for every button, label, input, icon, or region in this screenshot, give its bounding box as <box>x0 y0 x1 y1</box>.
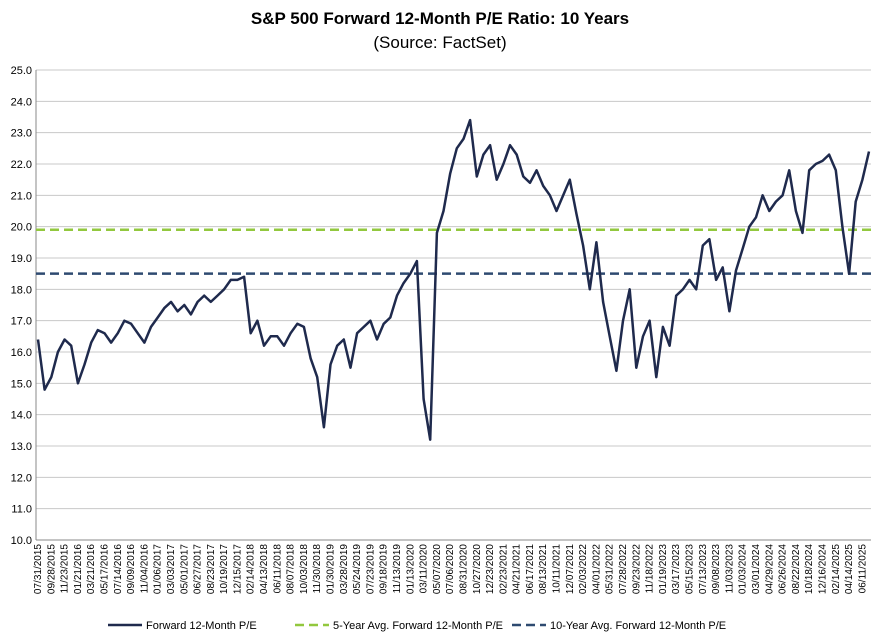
x-tick-label: 09/18/2019 <box>379 544 390 594</box>
x-tick-label: 02/14/2025 <box>831 544 842 594</box>
x-tick-label: 08/22/2024 <box>791 544 802 594</box>
y-tick-label: 18.0 <box>11 284 32 296</box>
x-tick-label: 04/21/2021 <box>512 544 523 594</box>
x-tick-label: 04/01/2022 <box>591 544 602 594</box>
x-tick-label: 01/19/2023 <box>658 544 669 594</box>
x-tick-label: 12/15/2017 <box>232 544 243 594</box>
x-tick-label: 07/06/2020 <box>445 544 456 594</box>
x-tick-label: 01/30/2019 <box>326 544 337 594</box>
x-tick-label: 02/23/2021 <box>498 544 509 594</box>
x-tick-label: 09/08/2023 <box>711 544 722 594</box>
y-tick-label: 11.0 <box>11 504 32 516</box>
y-tick-label: 16.0 <box>11 347 32 359</box>
x-tick-label: 09/09/2016 <box>126 544 137 594</box>
y-tick-label: 24.0 <box>11 96 32 108</box>
y-tick-label: 12.0 <box>11 472 32 484</box>
y-tick-label: 15.0 <box>11 378 32 390</box>
x-tick-label: 05/24/2019 <box>352 544 363 594</box>
legend-label: 5-Year Avg. Forward 12-Month P/E <box>333 620 503 632</box>
x-tick-label: 11/13/2019 <box>392 544 403 594</box>
x-tick-label: 03/11/2020 <box>419 544 430 594</box>
x-tick-label: 10/11/2021 <box>552 544 563 594</box>
x-tick-label: 07/13/2023 <box>698 544 709 594</box>
x-tick-label: 07/14/2016 <box>113 544 124 594</box>
data-line <box>36 118 871 441</box>
x-tick-label: 04/13/2018 <box>259 544 270 594</box>
x-tick-label: 11/30/2018 <box>312 544 323 594</box>
chart-subtitle: (Source: FactSet) <box>373 33 506 52</box>
x-tick-label: 07/28/2022 <box>618 544 629 594</box>
x-tick-label: 03/17/2023 <box>671 544 682 594</box>
x-tick-label: 12/23/2020 <box>485 544 496 594</box>
x-tick-label: 03/21/2016 <box>86 544 97 594</box>
x-tick-label: 08/07/2018 <box>286 544 297 594</box>
y-tick-label: 14.0 <box>11 410 32 422</box>
x-tick-label: 12/16/2024 <box>817 544 828 594</box>
y-tick-label: 17.0 <box>11 316 32 328</box>
x-tick-label: 04/14/2025 <box>844 544 855 594</box>
x-tick-label: 12/07/2021 <box>565 544 576 594</box>
y-tick-label: 19.0 <box>11 253 32 265</box>
y-tick-label: 10.0 <box>11 535 32 547</box>
x-tick-label: 01/03/2024 <box>738 544 749 594</box>
x-tick-label: 03/01/2024 <box>751 544 762 594</box>
x-tick-label: 06/27/2017 <box>193 544 204 594</box>
x-tick-label: 05/31/2022 <box>605 544 616 594</box>
x-tick-label: 06/11/2018 <box>272 544 283 594</box>
chart-title: S&P 500 Forward 12-Month P/E Ratio: 10 Y… <box>251 9 629 28</box>
y-tick-label: 22.0 <box>11 159 32 171</box>
x-tick-label: 03/28/2019 <box>339 544 350 594</box>
x-tick-label: 02/03/2022 <box>578 544 589 594</box>
x-tick-label: 07/23/2019 <box>365 544 376 594</box>
x-tick-label: 10/19/2017 <box>219 544 230 594</box>
x-tick-label: 09/28/2015 <box>46 544 57 594</box>
y-tick-label: 23.0 <box>11 128 32 140</box>
legend-label: Forward 12-Month P/E <box>146 620 257 632</box>
x-tick-label: 03/03/2017 <box>166 544 177 594</box>
x-tick-label: 11/03/2023 <box>724 544 735 594</box>
x-tick-label: 01/06/2017 <box>153 544 164 594</box>
x-tick-label: 08/13/2021 <box>538 544 549 594</box>
x-tick-label: 08/23/2017 <box>206 544 217 594</box>
x-tick-label: 11/23/2015 <box>60 544 71 594</box>
x-tick-label: 04/29/2024 <box>764 544 775 594</box>
x-tick-label: 05/15/2023 <box>685 544 696 594</box>
x-tick-label: 06/26/2024 <box>778 544 789 594</box>
x-tick-label: 10/27/2020 <box>472 544 483 594</box>
x-tick-label: 05/07/2020 <box>432 544 443 594</box>
x-tick-label: 09/23/2022 <box>631 544 642 594</box>
x-tick-label: 01/13/2020 <box>405 544 416 594</box>
legend-label: 10-Year Avg. Forward 12-Month P/E <box>550 620 726 632</box>
y-tick-label: 21.0 <box>11 190 32 202</box>
y-tick-label: 13.0 <box>11 441 32 453</box>
x-tick-label: 05/01/2017 <box>179 544 190 594</box>
x-tick-label: 01/21/2016 <box>73 544 84 594</box>
x-tick-label: 06/17/2021 <box>525 544 536 594</box>
y-tick-label: 20.0 <box>11 222 32 234</box>
x-tick-label: 11/04/2016 <box>139 544 150 594</box>
x-tick-label: 08/31/2020 <box>458 544 469 594</box>
x-tick-label: 02/14/2018 <box>246 544 257 594</box>
y-tick-label: 25.0 <box>11 65 32 77</box>
x-tick-label: 10/18/2024 <box>804 544 815 594</box>
x-tick-label: 06/11/2025 <box>857 544 868 594</box>
x-tick-label: 07/31/2015 <box>33 544 44 594</box>
x-tick-label: 10/03/2018 <box>299 544 310 594</box>
x-tick-label: 05/17/2016 <box>99 544 110 594</box>
x-tick-label: 11/18/2022 <box>645 544 656 594</box>
